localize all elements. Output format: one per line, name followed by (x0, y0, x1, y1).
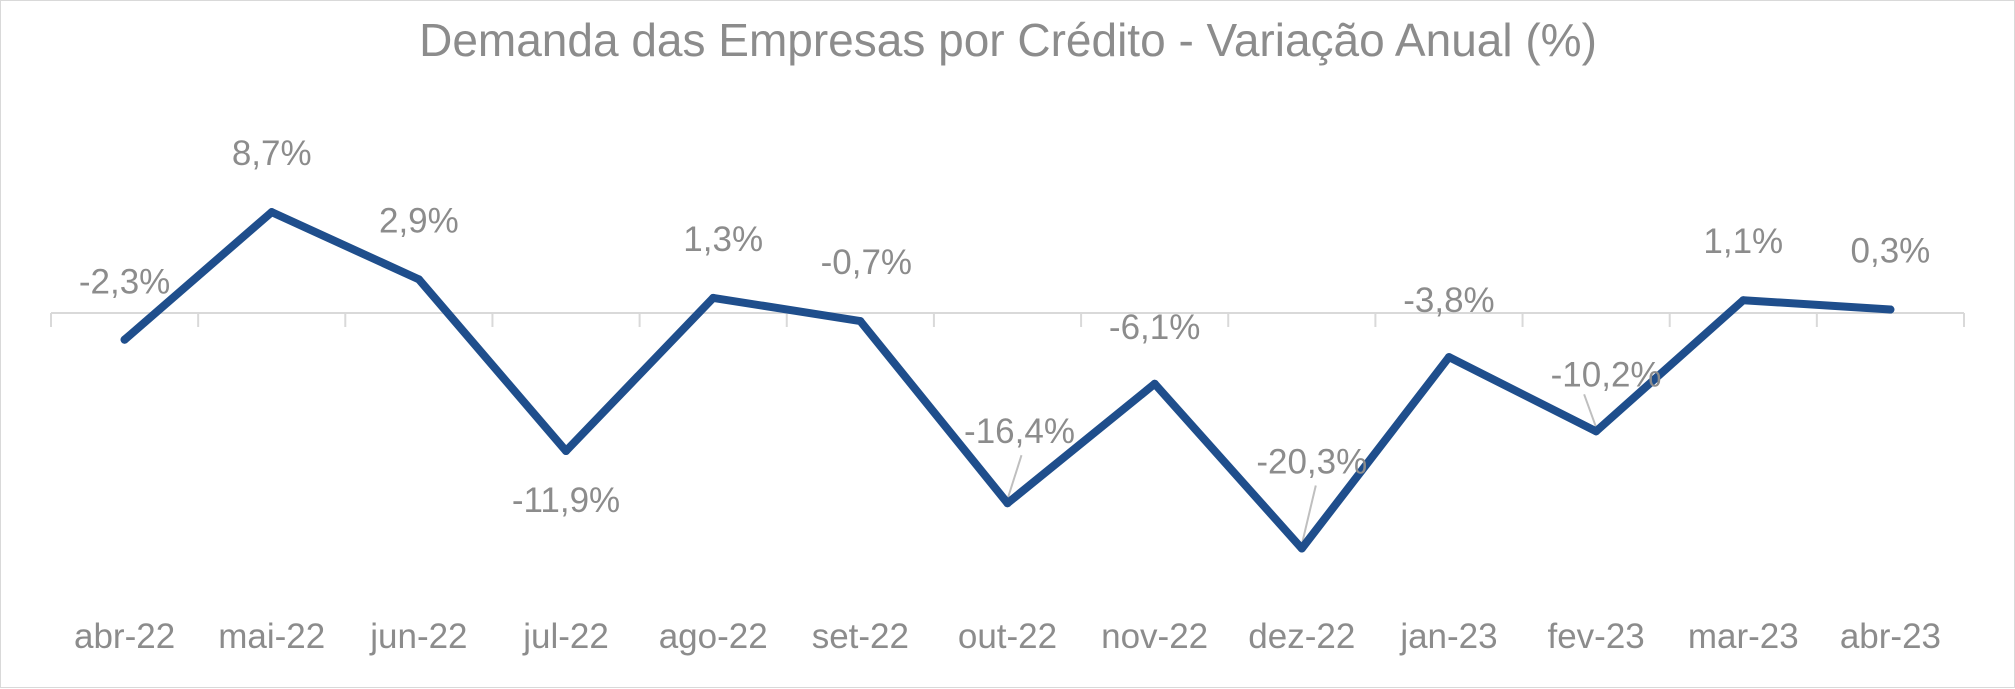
x-tick-label: dez-22 (1248, 617, 1355, 656)
chart-title: Demanda das Empresas por Crédito - Varia… (419, 14, 1597, 66)
data-label-leader (1300, 485, 1317, 545)
data-point (709, 293, 718, 302)
data-label-leaders (1006, 393, 1598, 545)
data-point (414, 275, 423, 284)
data-label: 1,3% (683, 220, 763, 259)
data-label: 1,1% (1703, 222, 1783, 261)
data-label: -0,7% (821, 243, 912, 282)
data-point (1886, 305, 1895, 314)
data-label-leader (1583, 393, 1598, 428)
x-tick-label: abr-23 (1840, 617, 1941, 656)
data-point (562, 447, 571, 456)
data-point (1592, 427, 1601, 436)
x-tick-label: jun-22 (369, 617, 467, 656)
x-tick-label: mai-22 (218, 617, 325, 656)
data-point (267, 208, 276, 217)
data-point (856, 317, 865, 326)
data-label: -20,3% (1256, 442, 1367, 481)
data-label-leader (1006, 454, 1023, 500)
x-tick-label: abr-22 (74, 617, 175, 656)
data-label: -3,8% (1403, 281, 1494, 320)
data-label: -11,9% (512, 481, 620, 520)
x-tick-label: out-22 (958, 617, 1057, 656)
x-tick-label: nov-22 (1101, 617, 1208, 656)
x-tick-label: mar-23 (1688, 617, 1799, 656)
data-label: -2,3% (79, 263, 170, 302)
x-tick-label: jul-22 (522, 617, 609, 656)
x-axis (50, 312, 1965, 327)
data-label: -6,1% (1109, 308, 1200, 347)
x-tick-label: ago-22 (659, 617, 768, 656)
data-labels: -2,3% 8,7% 2,9% -11,9% 1,3% -0,7% -16,4% -6,1% -… (79, 134, 1931, 553)
x-tick-labels: abr-22 mai-22 jun-22 jul-22 ago-22 set-22 out-… (74, 617, 1941, 656)
data-point (1739, 296, 1748, 305)
data-label: -16,4% (964, 412, 1075, 451)
data-point (1003, 499, 1012, 508)
data-point (120, 335, 129, 344)
data-point (1444, 353, 1453, 362)
data-label: 0,3% (1851, 232, 1931, 271)
data-point (1297, 544, 1306, 553)
x-tick-label: fev-23 (1547, 617, 1644, 656)
x-tick-label: jan-23 (1399, 617, 1497, 656)
data-point (1150, 379, 1159, 388)
data-label: -10,2% (1551, 355, 1662, 394)
data-label: 8,7% (232, 134, 312, 173)
data-label: 2,9% (379, 201, 459, 240)
x-tick-label: set-22 (812, 617, 909, 656)
